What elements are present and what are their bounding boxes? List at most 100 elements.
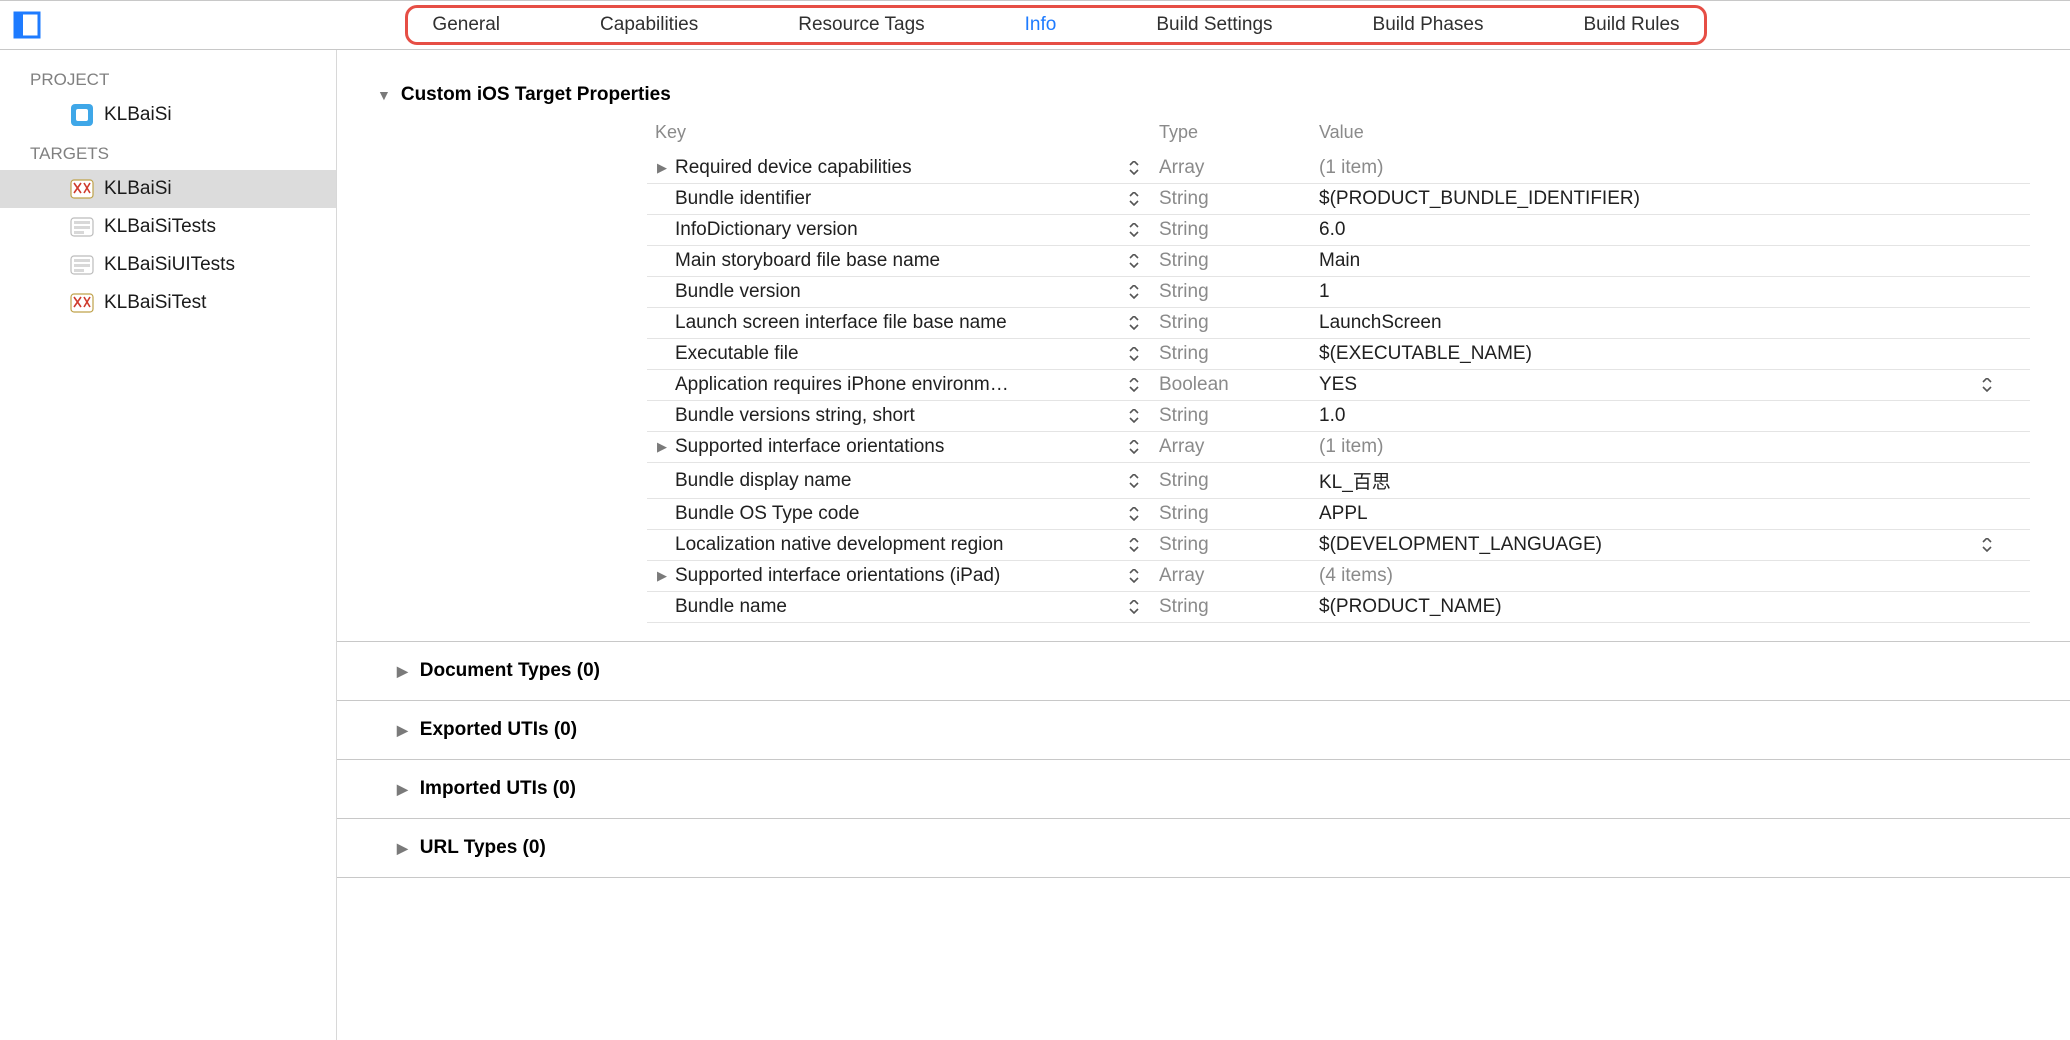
stepper-icon[interactable] xyxy=(1125,409,1143,423)
stepper-icon[interactable] xyxy=(1125,507,1143,521)
plist-type: String xyxy=(1151,277,1311,308)
tab-build-rules[interactable]: Build Rules xyxy=(1583,14,1679,36)
plist-row[interactable]: Bundle identifierString$(PRODUCT_BUNDLE_… xyxy=(647,184,2030,215)
plist-key: Bundle display name xyxy=(675,470,851,492)
project-navigator: PROJECT KLBaiSi TARGETS KLBaiSiKLBaiSiTe… xyxy=(0,50,337,1040)
plist-type: String xyxy=(1151,499,1311,530)
navigator-pane-icon[interactable] xyxy=(12,10,42,40)
collapsible-section[interactable]: ▶ Exported UTIs (0) xyxy=(337,701,2070,760)
stepper-icon[interactable] xyxy=(1978,378,2022,392)
sidebar-target-item[interactable]: KLBaiSi xyxy=(0,170,336,208)
stepper-icon[interactable] xyxy=(1978,538,2022,552)
plist-row[interactable]: Main storyboard file base nameStringMain xyxy=(647,246,2030,277)
disclosure-right-icon[interactable]: ▶ xyxy=(655,160,669,176)
tab-build-settings[interactable]: Build Settings xyxy=(1156,14,1272,36)
sidebar-target-item[interactable]: KLBaiSiTest xyxy=(0,284,336,322)
plist-value[interactable]: 1.0 xyxy=(1311,401,1970,432)
plist-row[interactable]: Bundle name String$(PRODUCT_NAME) xyxy=(647,592,2030,623)
project-name: KLBaiSi xyxy=(104,104,172,126)
plist-row[interactable]: InfoDictionary version String6.0 xyxy=(647,215,2030,246)
test-target-icon xyxy=(70,215,94,239)
plist-type: String xyxy=(1151,592,1311,623)
plist-value[interactable]: YES xyxy=(1311,370,1970,401)
plist-value[interactable]: APPL xyxy=(1311,499,1970,530)
tab-capabilities[interactable]: Capabilities xyxy=(600,14,698,36)
plist-value[interactable]: $(DEVELOPMENT_LANGUAGE) xyxy=(1311,530,1970,561)
plist-row[interactable]: Application requires iPhone environm…Boo… xyxy=(647,370,2030,401)
plist-row[interactable]: Launch screen interface file base nameSt… xyxy=(647,308,2030,339)
stepper-icon[interactable] xyxy=(1125,474,1143,488)
stepper-icon[interactable] xyxy=(1125,316,1143,330)
plist-row[interactable]: ▶Supported interface orientationsArray(1… xyxy=(647,432,2030,463)
sidebar-target-item[interactable]: KLBaiSiTests xyxy=(0,208,336,246)
plist-key: Executable file xyxy=(675,343,799,365)
disclosure-right-icon[interactable]: ▶ xyxy=(655,439,669,455)
plist-row[interactable]: Bundle display nameStringKL_百思 xyxy=(647,463,2030,499)
disclosure-right-icon: ▶ xyxy=(397,722,408,739)
disclosure-right-icon[interactable]: ▶ xyxy=(655,568,669,584)
target-name: KLBaiSiTest xyxy=(104,292,206,314)
tab-info[interactable]: Info xyxy=(1025,14,1057,36)
plist-key: Bundle name xyxy=(675,596,787,618)
stepper-icon[interactable] xyxy=(1125,569,1143,583)
plist-value[interactable]: (4 items) xyxy=(1311,561,1970,592)
disclosure-right-icon: ▶ xyxy=(397,840,408,857)
plist-row[interactable]: Executable fileString$(EXECUTABLE_NAME) xyxy=(647,339,2030,370)
plist-row[interactable]: Bundle versions string, shortString1.0 xyxy=(647,401,2030,432)
stepper-icon[interactable] xyxy=(1125,378,1143,392)
stepper-icon[interactable] xyxy=(1125,538,1143,552)
app-target-icon xyxy=(70,177,94,201)
plist-key: InfoDictionary version xyxy=(675,219,858,241)
plist-row[interactable]: ▶Supported interface orientations (iPad)… xyxy=(647,561,2030,592)
plist-key: Bundle version xyxy=(675,281,801,303)
stepper-icon[interactable] xyxy=(1125,161,1143,175)
plist-row[interactable]: Localization native development region St… xyxy=(647,530,2030,561)
stepper-icon[interactable] xyxy=(1125,254,1143,268)
plist-key: Bundle versions string, short xyxy=(675,405,915,427)
disclosure-right-icon: ▶ xyxy=(397,781,408,798)
collapsible-section[interactable]: ▶Document Types (0) xyxy=(337,642,2070,701)
plist-row[interactable]: ▶Required device capabilitiesArray(1 ite… xyxy=(647,153,2030,184)
plist-row[interactable]: Bundle OS Type codeStringAPPL xyxy=(647,499,2030,530)
plist-table: Key Type Value ▶Required device capabili… xyxy=(647,116,2030,623)
collapsible-section[interactable]: ▶ URL Types (0) xyxy=(337,819,2070,878)
sidebar-project-item[interactable]: KLBaiSi xyxy=(0,96,336,134)
stepper-icon[interactable] xyxy=(1125,285,1143,299)
collapsible-section[interactable]: ▶Imported UTIs (0) xyxy=(337,760,2070,819)
stepper-icon[interactable] xyxy=(1125,600,1143,614)
plist-value[interactable]: $(EXECUTABLE_NAME) xyxy=(1311,339,1970,370)
app-target-icon xyxy=(70,291,94,315)
plist-value[interactable]: KL_百思 xyxy=(1311,463,1970,499)
plist-type: String xyxy=(1151,530,1311,561)
project-icon xyxy=(70,103,94,127)
plist-value[interactable]: $(PRODUCT_BUNDLE_IDENTIFIER) xyxy=(1311,184,1970,215)
col-header-value: Value xyxy=(1311,116,1970,153)
plist-key: Localization native development region xyxy=(675,534,1004,556)
plist-value[interactable]: (1 item) xyxy=(1311,432,1970,463)
stepper-icon[interactable] xyxy=(1125,223,1143,237)
plist-value[interactable]: Main xyxy=(1311,246,1970,277)
targets-section-label: TARGETS xyxy=(0,134,336,170)
plist-value[interactable]: (1 item) xyxy=(1311,153,1970,184)
section-title: URL Types (0) xyxy=(420,837,546,859)
plist-type: Array xyxy=(1151,432,1311,463)
section-title: Exported UTIs (0) xyxy=(420,719,577,741)
plist-key: Application requires iPhone environm… xyxy=(675,374,1009,396)
plist-value[interactable]: 6.0 xyxy=(1311,215,1970,246)
tab-build-phases[interactable]: Build Phases xyxy=(1373,14,1484,36)
plist-value[interactable]: LaunchScreen xyxy=(1311,308,1970,339)
stepper-icon[interactable] xyxy=(1125,347,1143,361)
plist-value[interactable]: 1 xyxy=(1311,277,1970,308)
stepper-icon[interactable] xyxy=(1125,192,1143,206)
target-name: KLBaiSi xyxy=(104,178,172,200)
tab-general[interactable]: General xyxy=(432,14,500,36)
plist-type: String xyxy=(1151,215,1311,246)
section-custom-properties[interactable]: ▼ Custom iOS Target Properties xyxy=(377,74,2030,116)
tab-resource-tags[interactable]: Resource Tags xyxy=(798,14,924,36)
target-name: KLBaiSiTests xyxy=(104,216,216,238)
stepper-icon[interactable] xyxy=(1125,440,1143,454)
plist-value[interactable]: $(PRODUCT_NAME) xyxy=(1311,592,1970,623)
sidebar-target-item[interactable]: KLBaiSiUITests xyxy=(0,246,336,284)
plist-key: Main storyboard file base name xyxy=(675,250,940,272)
plist-row[interactable]: Bundle version String1 xyxy=(647,277,2030,308)
